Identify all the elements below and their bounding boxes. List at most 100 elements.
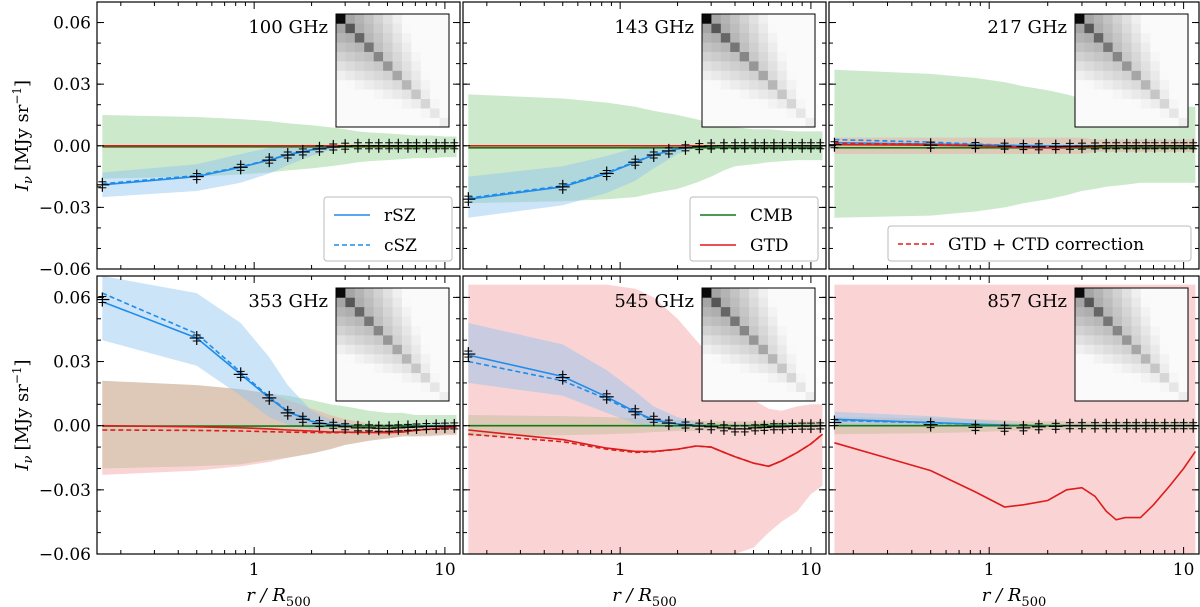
band-rsz xyxy=(468,323,823,428)
inset-frame xyxy=(701,13,816,128)
data-point xyxy=(97,292,110,307)
legend-label: GTD + CTD correction xyxy=(948,235,1144,255)
data-point xyxy=(233,160,248,175)
data-point xyxy=(1074,418,1089,433)
data-point xyxy=(233,367,248,382)
data-point xyxy=(555,370,570,385)
y-tick-label: −0.03 xyxy=(39,481,91,501)
band-rsz xyxy=(102,144,457,198)
data-point xyxy=(1016,420,1031,435)
data-point xyxy=(326,418,341,433)
data-point xyxy=(419,419,434,434)
data-point xyxy=(692,139,707,154)
legend-label: CMB xyxy=(750,206,793,226)
data-point xyxy=(923,138,938,153)
y-tick-label: −0.03 xyxy=(39,198,91,218)
inset-frame xyxy=(335,13,450,128)
data-point xyxy=(280,148,295,163)
data-point xyxy=(704,138,719,153)
data-point xyxy=(661,143,676,158)
y-axis-label: Iν[MJy sr−1] xyxy=(10,359,36,471)
data-point xyxy=(661,416,676,431)
panel-title: 857 GHz xyxy=(987,291,1067,312)
data-point xyxy=(1031,139,1046,154)
legend-label: cSZ xyxy=(384,236,417,256)
panel-title: 545 GHz xyxy=(614,291,694,312)
y-tick-label: 0.00 xyxy=(53,137,91,157)
data-point xyxy=(737,138,752,153)
series-line-gtd-ctd-correction xyxy=(834,142,1196,149)
covariance-matrix-inset xyxy=(1074,287,1189,402)
data-point xyxy=(599,389,614,404)
data-point xyxy=(262,153,277,168)
data-point xyxy=(599,166,614,181)
plot-area xyxy=(97,276,460,475)
data-point xyxy=(692,419,707,434)
data-point xyxy=(338,419,353,434)
legend: rSZ cSZ xyxy=(323,196,453,262)
y-tick-label: 0.03 xyxy=(53,75,91,95)
panel-frame xyxy=(462,1,827,270)
x-axis-label: r / R500 xyxy=(246,585,311,607)
panel-frame xyxy=(96,275,461,555)
panel-143-ghz: 143 GHz CMB GTD xyxy=(462,1,827,270)
band-cmb xyxy=(468,94,823,204)
data-point xyxy=(757,420,772,435)
panel-frame xyxy=(828,1,1200,270)
y-tick-label: 0.00 xyxy=(53,417,91,437)
data-point xyxy=(704,419,719,434)
data-point xyxy=(312,416,327,431)
covariance-matrix-inset xyxy=(1074,13,1189,128)
legend-label: GTD xyxy=(750,236,789,256)
y-tick-label: −0.06 xyxy=(39,260,91,280)
band-rsz xyxy=(468,144,823,218)
data-point xyxy=(400,420,415,435)
panel-857-ghz: 857 GHz xyxy=(828,275,1200,555)
panel-frame xyxy=(462,275,827,555)
data-point xyxy=(997,421,1012,436)
y-axis-label: Iν[MJy sr−1] xyxy=(10,80,36,192)
data-point xyxy=(997,139,1012,154)
x-tick-label: 1 xyxy=(984,560,995,580)
data-point xyxy=(737,421,752,436)
data-point xyxy=(463,347,476,362)
plot-area xyxy=(463,284,826,554)
data-point xyxy=(338,139,353,154)
band-cmb xyxy=(102,380,457,469)
inset-frame xyxy=(1074,287,1189,402)
covariance-matrix-inset xyxy=(701,287,816,402)
panel-title: 353 GHz xyxy=(248,291,328,312)
data-point xyxy=(678,140,693,155)
panel-545-ghz: 545 GHz xyxy=(462,275,827,555)
inset-frame xyxy=(1074,13,1189,128)
inset-frame xyxy=(701,287,816,402)
covariance-matrix-inset xyxy=(701,13,816,128)
data-point xyxy=(400,138,415,153)
series-line-csz xyxy=(834,138,1196,147)
data-point xyxy=(628,155,643,170)
data-point xyxy=(678,418,693,433)
x-tick-label: 10 xyxy=(434,560,456,580)
series-line-gtd-ctd-correction xyxy=(468,433,824,468)
data-point xyxy=(555,179,570,194)
data-point xyxy=(748,420,763,435)
band-gtd xyxy=(468,284,823,554)
y-tick-label: 0.06 xyxy=(53,288,91,308)
data-point xyxy=(829,137,842,152)
data-point xyxy=(923,417,938,432)
band-gtd xyxy=(102,380,457,475)
legend-label: rSZ xyxy=(384,206,416,226)
data-point xyxy=(189,331,204,346)
plot-area xyxy=(97,115,460,198)
data-point xyxy=(1062,418,1077,433)
data-point xyxy=(189,169,204,184)
panel-frame xyxy=(828,275,1200,555)
covariance-matrix-inset xyxy=(335,13,450,128)
data-point xyxy=(716,420,731,435)
y-tick-label: 0.06 xyxy=(53,14,91,34)
data-point xyxy=(280,405,295,420)
data-point xyxy=(326,140,341,155)
data-point xyxy=(646,148,661,163)
data-point xyxy=(1048,419,1063,434)
